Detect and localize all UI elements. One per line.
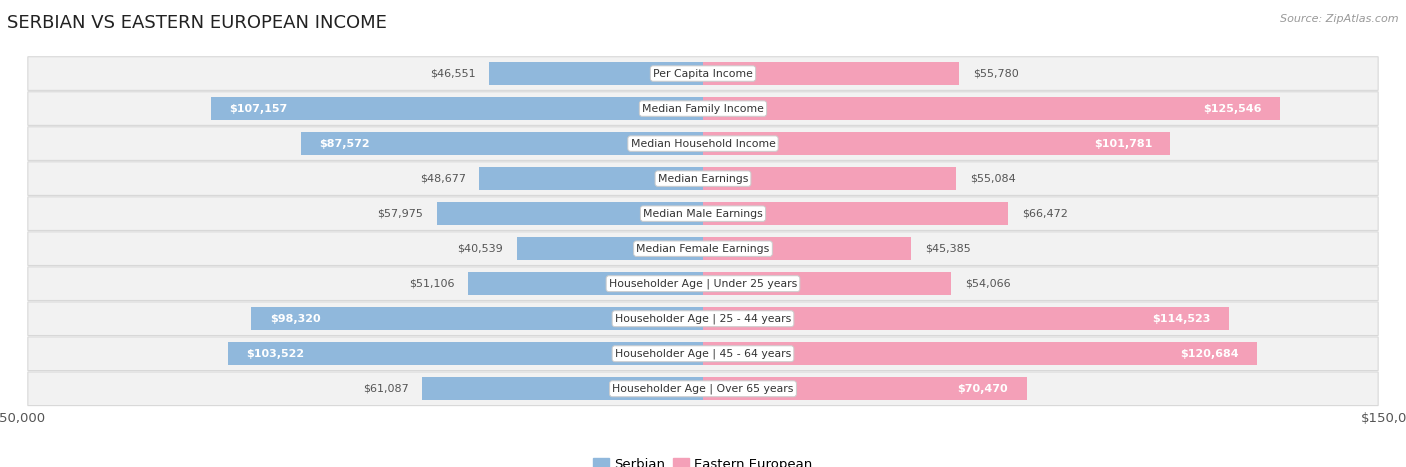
Bar (211, 97, 703, 120)
FancyBboxPatch shape (28, 337, 1378, 371)
Text: Per Capita Income: Per Capita Income (652, 69, 754, 78)
Text: $98,320: $98,320 (270, 314, 321, 324)
Bar (489, 62, 703, 85)
Text: Householder Age | 25 - 44 years: Householder Age | 25 - 44 years (614, 313, 792, 324)
Text: $45,385: $45,385 (925, 244, 972, 254)
Bar (479, 167, 703, 190)
FancyBboxPatch shape (28, 232, 1378, 265)
Bar (703, 237, 911, 260)
Text: $55,780: $55,780 (973, 69, 1019, 78)
Bar (252, 307, 703, 330)
Bar (301, 132, 703, 155)
Legend: Serbian, Eastern European: Serbian, Eastern European (588, 453, 818, 467)
Bar (703, 97, 1279, 120)
Bar (703, 167, 956, 190)
Text: $125,546: $125,546 (1202, 104, 1261, 113)
Text: Median Male Earnings: Median Male Earnings (643, 209, 763, 219)
FancyBboxPatch shape (28, 267, 1378, 301)
Bar (422, 377, 703, 400)
Text: $103,522: $103,522 (246, 349, 304, 359)
Text: $70,470: $70,470 (957, 384, 1008, 394)
FancyBboxPatch shape (28, 127, 1378, 160)
Bar (703, 377, 1026, 400)
Bar (703, 132, 1170, 155)
Text: $87,572: $87,572 (319, 139, 370, 149)
FancyBboxPatch shape (28, 302, 1378, 335)
Bar (703, 307, 1229, 330)
Bar (703, 62, 959, 85)
FancyBboxPatch shape (28, 92, 1378, 125)
Text: Median Female Earnings: Median Female Earnings (637, 244, 769, 254)
FancyBboxPatch shape (28, 372, 1378, 405)
Text: $101,781: $101,781 (1094, 139, 1152, 149)
Text: Median Family Income: Median Family Income (643, 104, 763, 113)
Bar (703, 202, 1008, 225)
Text: Householder Age | 45 - 64 years: Householder Age | 45 - 64 years (614, 348, 792, 359)
Text: $46,551: $46,551 (430, 69, 475, 78)
Text: $48,677: $48,677 (419, 174, 465, 184)
FancyBboxPatch shape (28, 162, 1378, 195)
Text: Median Earnings: Median Earnings (658, 174, 748, 184)
Text: $120,684: $120,684 (1180, 349, 1239, 359)
Text: Householder Age | Over 65 years: Householder Age | Over 65 years (612, 383, 794, 394)
Text: Householder Age | Under 25 years: Householder Age | Under 25 years (609, 278, 797, 289)
Text: $61,087: $61,087 (363, 384, 409, 394)
Text: $107,157: $107,157 (229, 104, 287, 113)
Text: SERBIAN VS EASTERN EUROPEAN INCOME: SERBIAN VS EASTERN EUROPEAN INCOME (7, 14, 387, 32)
Text: Source: ZipAtlas.com: Source: ZipAtlas.com (1281, 14, 1399, 24)
Text: $40,539: $40,539 (457, 244, 503, 254)
Text: $57,975: $57,975 (377, 209, 423, 219)
Bar (517, 237, 703, 260)
Bar (228, 342, 703, 365)
Text: Median Household Income: Median Household Income (630, 139, 776, 149)
Text: $54,066: $54,066 (965, 279, 1011, 289)
Bar (437, 202, 703, 225)
Text: $51,106: $51,106 (409, 279, 454, 289)
Bar (703, 342, 1257, 365)
Text: $55,084: $55,084 (970, 174, 1015, 184)
Text: $66,472: $66,472 (1022, 209, 1069, 219)
FancyBboxPatch shape (28, 57, 1378, 91)
Bar (468, 272, 703, 295)
Bar (703, 272, 952, 295)
Text: $114,523: $114,523 (1153, 314, 1211, 324)
FancyBboxPatch shape (28, 197, 1378, 231)
